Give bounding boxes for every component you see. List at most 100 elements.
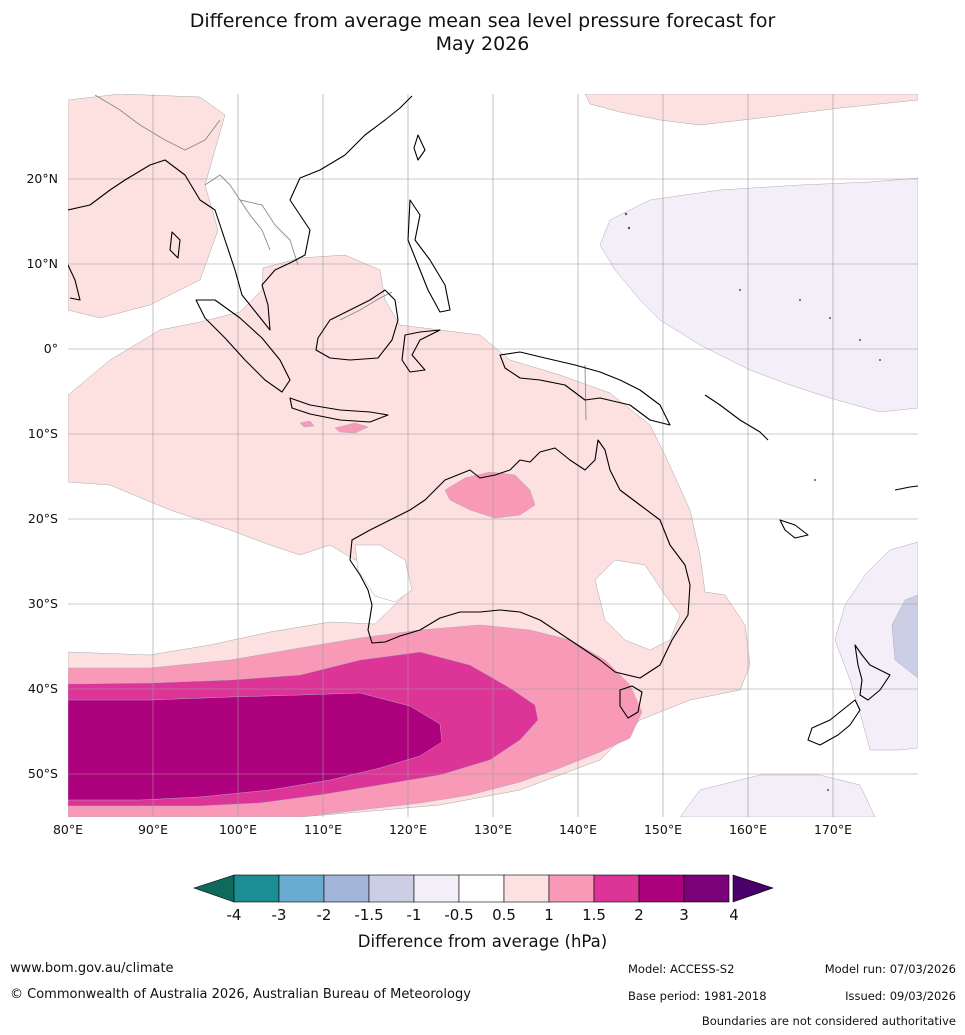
island-vanuatu [814,479,816,481]
lon-label-80e: 80°E [52,822,84,837]
gridlines [68,94,918,817]
coastlines [68,95,918,746]
island-marshall-2 [859,339,861,341]
small-islands [624,212,881,791]
anomaly-neg-0.5-1 [599,177,918,817]
title-line-2: May 2026 [435,33,530,55]
anomaly-region-tasman-east [834,541,918,751]
anomaly-2-3 [68,692,443,801]
lat-label-40s: 40°S [27,681,58,696]
footer-disclaimer: Boundaries are not considered authoritat… [701,1014,956,1028]
colorbar-bin-3-to-4 [683,874,730,903]
lon-label-140e: 140°E [558,822,597,837]
colorbar-tick-label: -0.5 [444,906,474,924]
footer-copyright: © Commonwealth of Australia 2026, Austra… [10,987,471,1002]
island-marianas-1 [624,212,628,216]
coast-sri-lanka [169,231,181,259]
lat-label-20s: 20°S [27,511,58,526]
coast-philippines [407,199,451,313]
neutral-hole-western-australia [354,544,413,603]
colorbar [193,874,774,903]
island-micronesia-2 [799,299,801,301]
anomaly-region-south-pacific [679,774,876,817]
coast-new-guinea [499,351,671,426]
colorbar-tick-label: 2 [634,906,644,924]
anomaly-neutral-holes [354,544,681,651]
island-micronesia-1 [739,289,741,291]
footer-base-period: Base period: 1981-2018 [628,989,767,1003]
lat-label-30s: 30°S [27,596,58,611]
lon-label-150e: 150°E [643,822,682,837]
colorbar-bin-2-to-3 [638,874,685,903]
colorbar-bin--1.5-to--1 [368,874,415,903]
border-myanmar [204,174,299,266]
title-line-1: Difference from average mean sea level p… [189,10,776,32]
colorbar-bin--2-to--1.5 [323,874,370,903]
border-new-guinea [584,364,587,421]
coast-sulawesi [401,329,441,373]
coast-new-zealand-south [807,699,861,746]
colorbar-bin-1.5-to-2 [593,874,640,903]
lon-label-100e: 100°E [218,822,257,837]
footer-model: Model: ACCESS-S2 [628,962,735,976]
coast-india-tip [68,264,81,301]
colorbar-bin--0.5-to-0.5 [458,874,505,903]
footer-model-run: Model run: 07/03/2026 [824,962,956,976]
lat-label-10s: 10°S [27,426,58,441]
footer-issued: Issued: 09/03/2026 [845,989,956,1003]
lat-label-50s: 50°S [27,766,58,781]
island-subantarctic [827,789,829,791]
border-himalaya [94,94,221,151]
colorbar-tick-label: -1 [406,906,422,924]
colorbar-tick-label: 4 [729,906,739,924]
coast-fiji [779,519,809,539]
colorbar-tick-label: 0.5 [492,906,516,924]
colorbar-bin-0.5-to-1 [503,874,550,903]
lon-label-110e: 110°E [303,822,342,837]
lon-label-130e: 130°E [473,822,512,837]
lon-label-160e: 160°E [728,822,767,837]
footer-url: www.bom.gov.au/climate [10,961,174,976]
lon-label-170e: 170°E [813,822,852,837]
colorbar-tick-label: -4 [226,906,242,924]
colorbar-bin--4-to--3 [233,874,280,903]
coast-borneo [315,289,399,361]
island-marshall-1 [829,317,831,319]
colorbar-extend-low [193,874,235,903]
coast-solomon-islands [704,394,769,441]
anomaly-spot-sumatra [299,420,315,428]
colorbar-tick-label: 1.5 [582,906,606,924]
lon-label-120e: 120°E [388,822,427,837]
coast-new-caledonia [894,485,918,491]
lat-label-10n: 10°N [26,256,58,271]
coast-tasmania [619,685,643,719]
anomaly-neg-1-1.5 [891,594,918,679]
coast-australia [349,439,691,679]
border-borneo [339,291,393,321]
island-kiribati [879,359,881,361]
colorbar-bin--1-to--0.5 [413,874,460,903]
coast-taiwan [413,134,426,161]
colorbar-tick-label: -3 [271,906,287,924]
map-area [68,94,918,817]
colorbar-bin--3-to--2 [278,874,325,903]
colorbar-extend-high [732,874,774,903]
anomaly-region-kimberley [444,471,536,519]
lat-label-20n: 20°N [26,171,58,186]
country-borders [94,94,587,421]
colorbar-tick-label: 1 [544,906,554,924]
anomaly-region-western-pacific [599,177,918,413]
anomaly-region-north-pacific [584,94,918,126]
colorbar-tick-label: -2 [316,906,332,924]
island-marianas-2 [627,226,631,230]
chart-title: Difference from average mean sea level p… [0,10,965,56]
anomaly-spot-java [334,422,369,434]
lat-label-0: 0° [43,341,58,356]
border-thailand [239,199,271,251]
coast-java [289,397,389,423]
coast-new-zealand-north [854,644,891,701]
lon-label-90e: 90°E [137,822,169,837]
colorbar-bins [233,874,730,903]
coast-mainland-asia [68,95,413,331]
